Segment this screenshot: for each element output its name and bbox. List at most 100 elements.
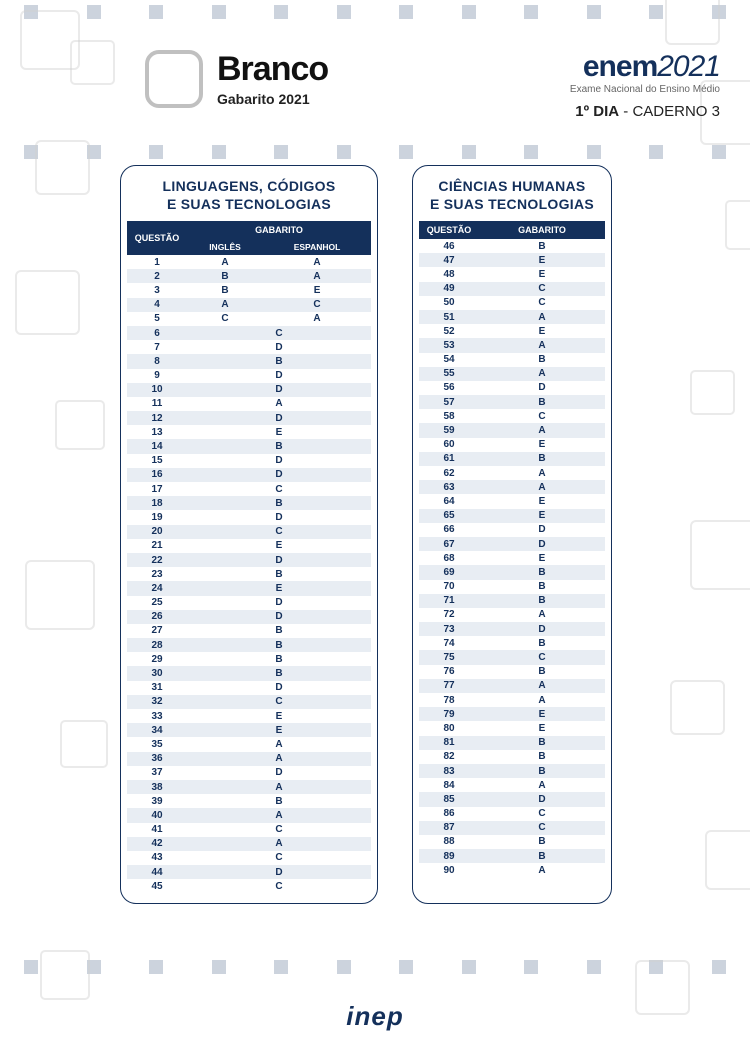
cell-question: 58: [419, 409, 479, 423]
table-title: CIÊNCIAS HUMANASE SUAS TECNOLOGIAS: [423, 178, 601, 213]
table-row: 55A: [419, 367, 605, 381]
cell-question: 35: [127, 737, 187, 751]
table-row: 66D: [419, 523, 605, 537]
table-row: 77A: [419, 679, 605, 693]
cell-question: 55: [419, 367, 479, 381]
color-square-icon: [145, 50, 203, 108]
cell-espanhol: A: [263, 269, 371, 283]
cell-answer: D: [187, 681, 371, 695]
cell-answer: A: [479, 310, 605, 324]
cell-question: 63: [419, 480, 479, 494]
table-row: 79E: [419, 707, 605, 721]
answer-grid-left: QUESTÃO GABARITO INGLÊS ESPANHOL 1AA2BA3…: [127, 221, 371, 893]
table-row: 54B: [419, 353, 605, 367]
table-row: 56D: [419, 381, 605, 395]
cell-answer: D: [187, 468, 371, 482]
cell-answer: B: [187, 652, 371, 666]
table-row: 63A: [419, 480, 605, 494]
cell-answer: B: [187, 439, 371, 453]
cell-ingles: C: [187, 312, 263, 326]
table-row: 7D: [127, 340, 371, 354]
cell-question: 31: [127, 681, 187, 695]
table-row: 36A: [127, 752, 371, 766]
deco-square: [705, 830, 750, 890]
table-row: 13E: [127, 425, 371, 439]
table-row: 30B: [127, 666, 371, 680]
cell-answer: C: [479, 296, 605, 310]
cell-question: 9: [127, 369, 187, 383]
table-row: 52E: [419, 324, 605, 338]
deco-square: [60, 720, 108, 768]
cell-answer: B: [479, 764, 605, 778]
day-sep: -: [619, 103, 632, 120]
table-row: 33E: [127, 709, 371, 723]
cell-answer: D: [187, 454, 371, 468]
table-row: 78A: [419, 693, 605, 707]
cell-answer: D: [187, 553, 371, 567]
cell-answer: C: [187, 482, 371, 496]
deco-square: [70, 40, 115, 85]
table-row: 11A: [127, 397, 371, 411]
table-row: 42A: [127, 837, 371, 851]
cell-answer: D: [187, 510, 371, 524]
table-row: 12D: [127, 411, 371, 425]
cell-answer: A: [187, 837, 371, 851]
deco-squares-row: [0, 5, 750, 19]
cell-answer: C: [479, 807, 605, 821]
cell-question: 24: [127, 581, 187, 595]
table-row: 40A: [127, 808, 371, 822]
table-row: 62A: [419, 466, 605, 480]
deco-square: [25, 560, 95, 630]
cell-question: 28: [127, 638, 187, 652]
cell-answer: B: [479, 665, 605, 679]
cell-answer: E: [187, 709, 371, 723]
cell-espanhol: E: [263, 283, 371, 297]
cell-question: 16: [127, 468, 187, 482]
cell-answer: C: [479, 282, 605, 296]
cell-question: 67: [419, 537, 479, 551]
cell-question: 42: [127, 837, 187, 851]
table-row: 38A: [127, 780, 371, 794]
cell-question: 22: [127, 553, 187, 567]
cell-question: 88: [419, 835, 479, 849]
cell-answer: B: [479, 750, 605, 764]
table-row: 84A: [419, 778, 605, 792]
day-prefix: 1º DIA: [575, 103, 619, 120]
cell-question: 62: [419, 466, 479, 480]
cell-question: 66: [419, 523, 479, 537]
table-row: 88B: [419, 835, 605, 849]
cell-question: 53: [419, 338, 479, 352]
cell-answer: B: [479, 565, 605, 579]
cell-answer: B: [187, 567, 371, 581]
table-row: 86C: [419, 807, 605, 821]
cell-question: 73: [419, 622, 479, 636]
table-row: 20C: [127, 525, 371, 539]
caderno-label: CADERNO 3: [632, 103, 720, 120]
table-row: 2BA: [127, 269, 371, 283]
cell-answer: D: [479, 537, 605, 551]
table-row: 74B: [419, 636, 605, 650]
table-row: 24E: [127, 581, 371, 595]
cell-ingles: B: [187, 283, 263, 297]
cell-question: 43: [127, 851, 187, 865]
cell-question: 86: [419, 807, 479, 821]
cell-question: 84: [419, 778, 479, 792]
cell-answer: C: [187, 879, 371, 893]
table-row: 51A: [419, 310, 605, 324]
table-row: 34E: [127, 723, 371, 737]
table-row: 14B: [127, 439, 371, 453]
table-row: 82B: [419, 750, 605, 764]
table-row: 58C: [419, 409, 605, 423]
cell-question: 75: [419, 650, 479, 664]
cell-question: 27: [127, 624, 187, 638]
cell-question: 39: [127, 794, 187, 808]
header-left: Branco Gabarito 2021: [145, 50, 328, 120]
cell-answer: C: [479, 821, 605, 835]
table-row: 72A: [419, 608, 605, 622]
table-row: 64E: [419, 494, 605, 508]
cell-question: 5: [127, 312, 187, 326]
cell-answer: D: [187, 596, 371, 610]
table-row: 6C: [127, 326, 371, 340]
cell-question: 69: [419, 565, 479, 579]
cell-question: 60: [419, 438, 479, 452]
